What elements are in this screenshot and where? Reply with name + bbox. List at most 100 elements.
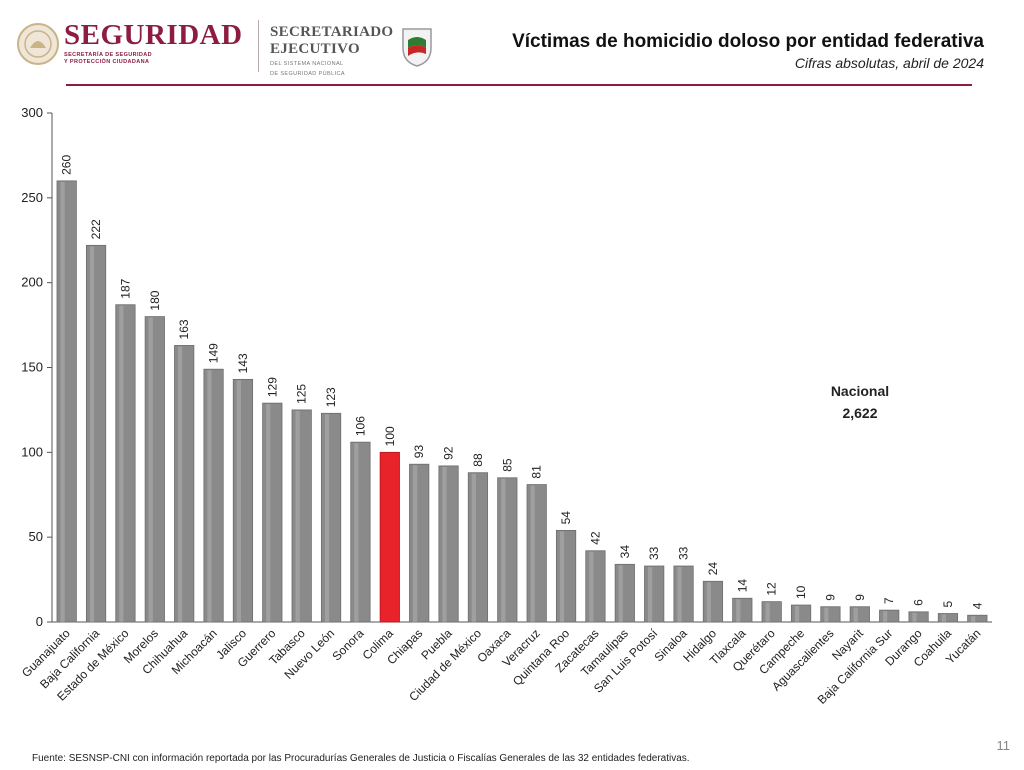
chart-title: Víctimas de homicidio doloso por entidad… xyxy=(512,31,984,52)
brand-subtitle-2: Y PROTECCIÓN CIUDADANA xyxy=(64,59,150,65)
bar xyxy=(761,601,782,623)
bar-data-label: 85 xyxy=(500,458,514,472)
bar xyxy=(614,563,635,623)
bar xyxy=(585,550,606,623)
bar xyxy=(908,611,929,623)
bar xyxy=(937,613,959,623)
bar-highlight xyxy=(971,616,976,622)
header-divider xyxy=(258,20,259,72)
source-footnote: Fuente: SESNSP-CNI con información repor… xyxy=(32,753,690,764)
bar xyxy=(497,477,518,623)
header: SEGURIDAD SECRETARÍA DE SEGURIDAD Y PROT… xyxy=(0,0,1024,90)
bar-data-label: 9 xyxy=(853,594,867,601)
bar xyxy=(438,465,459,623)
shield-badge-icon xyxy=(402,28,432,67)
bar-data-label: 106 xyxy=(353,416,367,436)
brand-subtitle-1: SECRETARÍA DE SEGURIDAD xyxy=(64,52,153,58)
bar xyxy=(115,304,136,623)
bar-data-label: 33 xyxy=(647,546,661,560)
y-tick-label: 300 xyxy=(21,105,43,120)
bar-highlight xyxy=(559,531,565,622)
bar xyxy=(350,441,371,623)
nacional-value: 2,622 xyxy=(842,405,878,421)
bar-data-label: 163 xyxy=(177,319,191,339)
y-tick-label: 250 xyxy=(21,190,43,205)
bar-data-label: 24 xyxy=(706,562,720,576)
bar-data-label: 14 xyxy=(735,579,749,593)
bar xyxy=(644,565,665,623)
bar-highlight xyxy=(589,551,594,622)
secretariado-sub-2: DE SEGURIDAD PÚBLICA xyxy=(270,71,345,77)
bar-highlight xyxy=(824,607,829,622)
bars-group xyxy=(56,180,988,623)
bar-highlight xyxy=(295,410,300,622)
bar-data-label: 125 xyxy=(295,384,309,404)
secretariado-title-2: EJECUTIVO xyxy=(270,41,360,57)
bar-data-label: 6 xyxy=(912,599,926,606)
bar-data-label: 100 xyxy=(383,426,397,446)
bar-highlight xyxy=(882,611,888,622)
bar xyxy=(879,609,900,623)
secretariado-logo: SECRETARIADO EJECUTIVO DEL SISTEMA NACIO… xyxy=(270,24,393,78)
bar xyxy=(790,604,812,623)
bar-highlight xyxy=(706,582,711,622)
bar-highlight xyxy=(442,466,447,622)
bar xyxy=(203,368,224,623)
bar-highlight xyxy=(89,246,95,622)
bar-highlight xyxy=(236,380,241,622)
bar-highlight xyxy=(794,606,800,622)
bar-highlight xyxy=(530,485,535,622)
bar-highlight xyxy=(912,612,917,622)
bar-highlight xyxy=(177,346,183,622)
bar-data-label: 42 xyxy=(588,531,602,545)
bar-highlight xyxy=(618,565,623,622)
bar-data-label: 81 xyxy=(530,465,544,479)
bar-data-label: 92 xyxy=(442,446,456,460)
bar-highlight xyxy=(119,305,124,622)
bar-data-label: 54 xyxy=(559,511,573,525)
y-tick-label: 200 xyxy=(21,275,43,290)
bar xyxy=(56,180,77,623)
seguridad-logo: SEGURIDAD SECRETARÍA DE SEGURIDAD Y PROT… xyxy=(64,18,243,66)
bar xyxy=(262,402,283,623)
bar-highlight xyxy=(765,602,770,622)
bar-data-label: 9 xyxy=(823,594,837,601)
bar-highlight xyxy=(207,370,212,622)
bar-data-label: 93 xyxy=(412,445,426,459)
bar-highlight xyxy=(501,478,506,622)
bar-data-label: 129 xyxy=(265,377,279,397)
bar-data-label: 34 xyxy=(618,545,632,559)
bar-highlight xyxy=(736,599,741,622)
bar xyxy=(526,484,547,623)
bar xyxy=(174,345,195,623)
bar-data-label: 7 xyxy=(882,597,896,604)
bar-highlight xyxy=(354,443,359,622)
y-tick-label: 0 xyxy=(36,614,43,629)
bar xyxy=(232,378,254,623)
bar-data-label: 123 xyxy=(324,387,338,407)
bar-data-label: 143 xyxy=(236,353,250,373)
title-block: Víctimas de homicidio doloso por entidad… xyxy=(512,30,984,72)
bar-highlight xyxy=(412,465,418,622)
x-tick-label: Sonora xyxy=(329,626,366,663)
bar xyxy=(732,597,753,623)
bar-highlight xyxy=(471,473,476,622)
bar xyxy=(144,316,165,623)
bar-data-label: 180 xyxy=(148,290,162,310)
secretariado-sub-1: DEL SISTEMA NACIONAL xyxy=(270,61,344,67)
bar-data-label: 260 xyxy=(60,155,74,175)
bar xyxy=(820,606,841,623)
y-tick-label: 150 xyxy=(21,360,43,375)
bar-highlight xyxy=(266,404,271,622)
secretariado-title-1: SECRETARIADO xyxy=(270,24,394,40)
bar-highlight xyxy=(324,414,330,622)
bar xyxy=(555,529,577,623)
bar-data-label: 5 xyxy=(941,601,955,608)
bar xyxy=(379,451,400,623)
y-tick-label: 100 xyxy=(21,444,43,459)
bar-highlight xyxy=(647,567,653,622)
bar-highlight xyxy=(60,181,65,622)
